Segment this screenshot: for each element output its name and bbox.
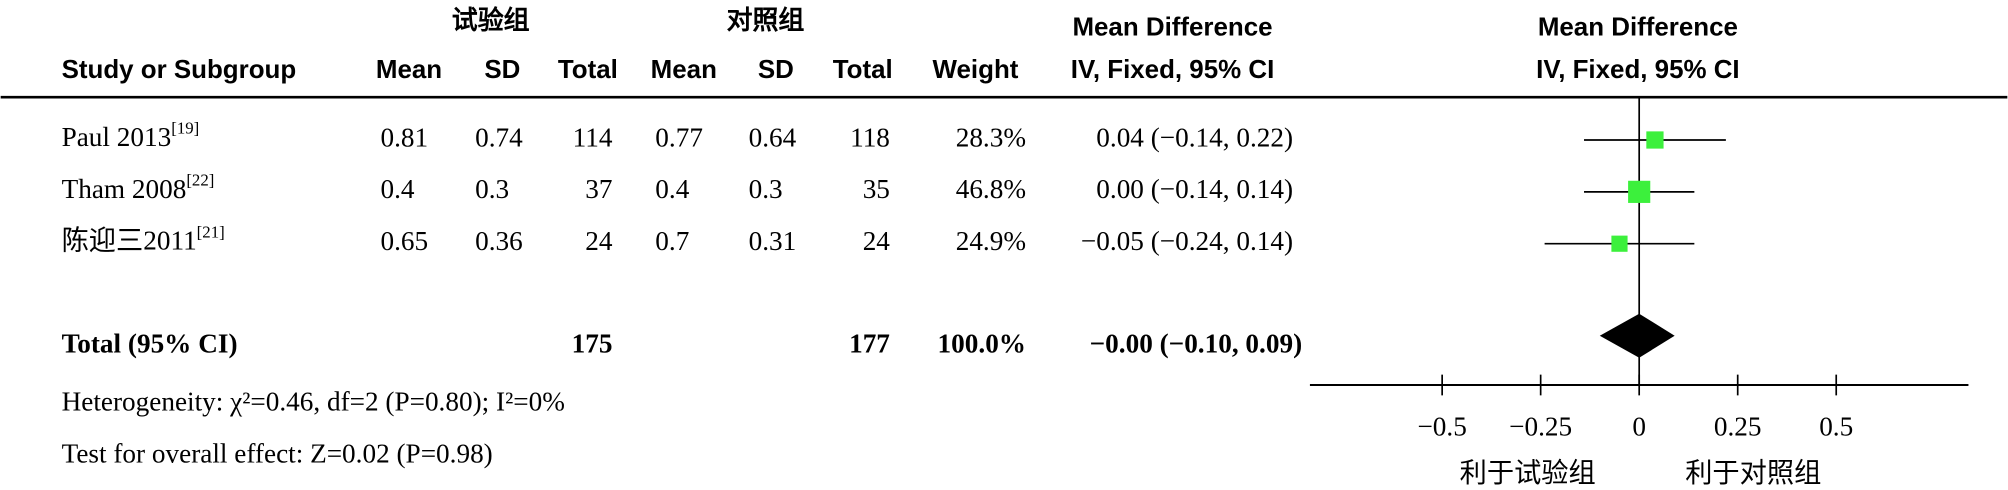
weight-label: 24.9% [956,226,1026,256]
column-header: Mean Difference [1072,13,1272,41]
heterogeneity: Heterogeneity: χ²=0.46, df=2 (P=0.80); I… [62,387,565,417]
x-direction-label: 利于对照组 [1685,458,1821,488]
total-cell: 175 [572,328,613,358]
cell: 118 [850,122,890,152]
group-header: 试验组 [452,5,530,35]
x-tick-label: 0 [1632,411,1646,441]
cell: 0.81 [380,122,428,152]
cell: 0.4 [655,174,689,204]
study-name: 陈迎三2011[21] [62,222,225,256]
overall-effect: Test for overall effect: Z=0.02 (P=0.98) [62,439,493,469]
total-diamond [1599,313,1675,358]
total-effect: −0.00 (−0.10, 0.09) [1090,328,1302,358]
study-label: Paul 2013 [62,122,172,152]
x-tick-label: −0.5 [1417,411,1466,441]
cell: 0.3 [749,174,783,204]
x-tick-label: 0.25 [1714,411,1762,441]
study-label: Tham 2008 [62,174,187,204]
cell: 0.31 [749,226,797,256]
column-header: SD [484,56,520,84]
cell: 0.77 [655,122,703,152]
x-tick-label: −0.25 [1509,411,1572,441]
column-header: Study or Subgroup [62,56,297,84]
cell: 0.4 [380,174,414,204]
cell: 37 [585,174,612,204]
weight-label: 46.8% [956,174,1026,204]
cell: 114 [573,122,613,152]
cell: 0.3 [475,174,509,204]
column-header: Weight [933,56,1019,84]
study-name: Paul 2013[19] [62,118,200,152]
cell: 0.36 [475,226,523,256]
total-weight: 100.0% [938,328,1026,358]
effect-label: 0.00 (−0.14, 0.14) [1096,174,1293,204]
plot-header: IV, Fixed, 95% CI [1536,56,1740,84]
cell: 0.64 [749,122,797,152]
plot-header: Mean Difference [1538,13,1738,41]
cell: 35 [863,174,890,204]
group-header: 对照组 [727,5,805,35]
cell: 0.74 [475,122,523,152]
column-header: Mean [651,56,717,84]
study-square [1611,235,1628,252]
column-header: Mean [376,56,442,84]
reference: [19] [171,118,199,137]
x-direction-label: 利于试验组 [1460,458,1596,488]
study-name: Tham 2008[22] [62,170,215,204]
reference: [22] [186,170,214,189]
study-label: 陈迎三2011 [62,226,197,256]
effect-label: 0.04 (−0.14, 0.22) [1096,122,1293,152]
study-square [1646,131,1664,149]
cell: 24 [863,226,891,256]
weight-label: 28.3% [956,122,1026,152]
cell: 0.65 [380,226,428,256]
total-name: Total (95% CI) [62,328,238,358]
cell: 24 [585,226,613,256]
total-cell: 177 [849,328,890,358]
reference: [21] [197,222,225,241]
column-header: IV, Fixed, 95% CI [1071,56,1275,84]
effect-label: −0.05 (−0.24, 0.14) [1081,226,1293,256]
column-header: Total [558,56,618,84]
column-header: SD [758,56,794,84]
cell: 0.7 [655,226,689,256]
x-tick-label: 0.5 [1819,411,1853,441]
column-header: Total [833,56,893,84]
study-square [1628,180,1651,203]
